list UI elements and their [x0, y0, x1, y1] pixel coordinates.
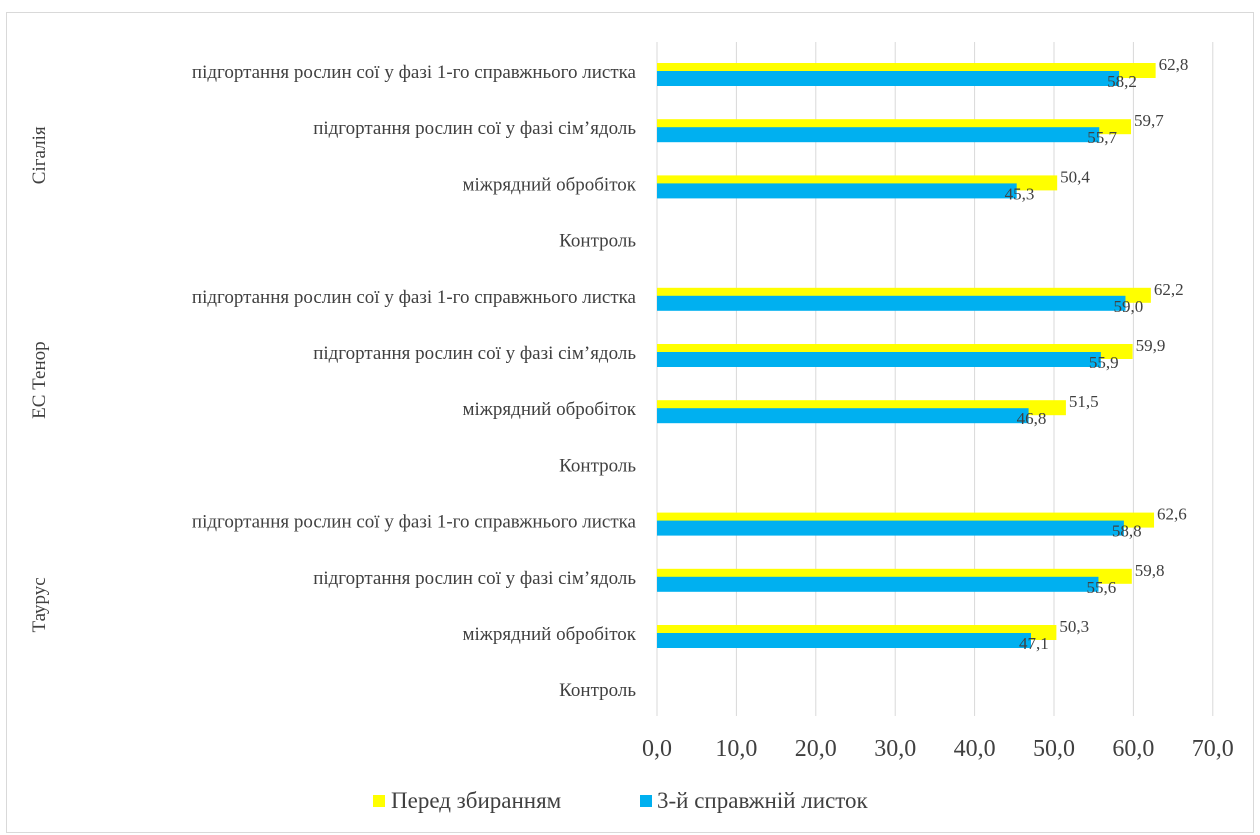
legend-swatch: [373, 795, 385, 807]
category-label: підгортання рослин сої у фазі сім’ядоль: [313, 568, 636, 589]
group-label: Таурус: [29, 577, 50, 632]
data-label: 55,7: [1087, 128, 1117, 147]
bar: [657, 71, 1120, 86]
bar: [657, 183, 1017, 199]
data-label: 58,2: [1107, 72, 1137, 91]
category-label: підгортання рослин сої у фазі 1-го справ…: [192, 62, 637, 83]
legend-swatch: [640, 795, 652, 807]
x-tick-label: 0,0: [642, 736, 672, 762]
data-label: 62,6: [1157, 505, 1187, 524]
data-label: 59,7: [1134, 111, 1164, 130]
data-label: 59,9: [1136, 336, 1166, 355]
bar: [657, 408, 1029, 424]
x-tick-label: 60,0: [1112, 736, 1154, 762]
data-label: 55,9: [1089, 353, 1119, 372]
bar: [657, 295, 1126, 311]
x-tick-label: 20,0: [795, 736, 837, 762]
data-label: 58,8: [1112, 522, 1142, 541]
data-label: 47,1: [1019, 634, 1049, 653]
category-label: підгортання рослин сої у фазі 1-го справ…: [192, 512, 637, 533]
bar: [657, 352, 1101, 367]
x-tick-label: 50,0: [1033, 736, 1075, 762]
legend-label: 3-й справжній листок: [657, 788, 869, 813]
category-label: Контроль: [559, 455, 636, 476]
category-label: Контроль: [559, 680, 636, 701]
category-label: підгортання рослин сої у фазі сім’ядоль: [313, 118, 636, 139]
group-label: Сігалія: [29, 126, 50, 184]
data-label: 50,4: [1060, 167, 1090, 186]
x-tick-label: 70,0: [1192, 736, 1234, 762]
data-label: 55,6: [1086, 578, 1116, 597]
chart-frame: [6, 12, 1254, 833]
data-label: 62,8: [1159, 55, 1189, 74]
data-label: 59,8: [1135, 561, 1165, 580]
data-label: 50,3: [1059, 617, 1089, 636]
group-label: ЕС Тенор: [29, 341, 50, 419]
bar: [657, 127, 1100, 143]
category-label: Контроль: [559, 231, 636, 252]
category-label: міжрядний обробіток: [463, 174, 637, 195]
data-label: 45,3: [1005, 184, 1035, 203]
category-label: міжрядний обробіток: [463, 399, 637, 420]
category-label: підгортання рослин сої у фазі 1-го справ…: [192, 287, 637, 308]
x-tick-label: 30,0: [874, 736, 916, 762]
data-label: 46,8: [1017, 409, 1047, 428]
category-label: підгортання рослин сої у фазі сім’ядоль: [313, 343, 636, 364]
x-tick-label: 10,0: [715, 736, 757, 762]
bar: [657, 576, 1099, 592]
data-label: 59,0: [1113, 297, 1143, 316]
bar: [657, 633, 1031, 648]
legend-label: Перед збиранням: [391, 788, 562, 813]
bar: [657, 520, 1124, 536]
data-label: 51,5: [1069, 392, 1099, 411]
category-label: міжрядний обробіток: [463, 624, 637, 645]
data-label: 62,2: [1154, 280, 1184, 299]
x-tick-label: 40,0: [954, 736, 996, 762]
